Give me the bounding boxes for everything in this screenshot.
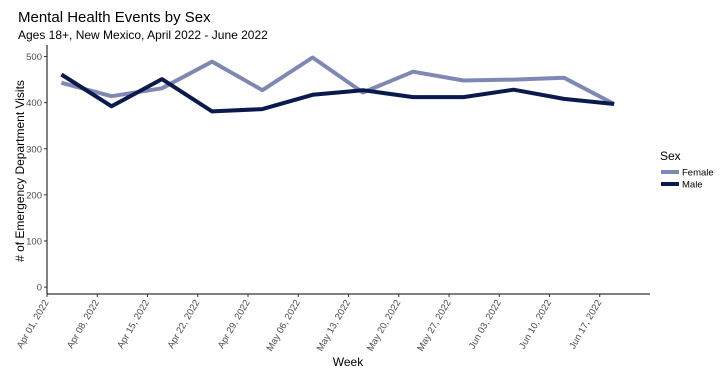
chart-subtitle: Ages 18+, New Mexico, April 2022 - June …	[18, 28, 268, 42]
x-tick-label: Jun 17, 2022	[567, 298, 604, 351]
series-line-female	[60, 55, 616, 106]
y-tick-label: 300	[26, 144, 42, 155]
x-tick-label: Jun 03, 2022	[467, 298, 504, 351]
x-tick-label: Jun 10, 2022	[517, 298, 554, 351]
x-tick-label: May 20, 2022	[365, 298, 403, 353]
y-tick-label: 500	[26, 52, 42, 63]
x-tick-label: May 06, 2022	[265, 298, 303, 353]
series-line-male	[60, 72, 615, 114]
y-tick-label: 0	[37, 283, 42, 294]
x-tick-label: May 13, 2022	[315, 298, 353, 353]
x-tick-label: Apr 15, 2022	[115, 298, 152, 351]
y-axis-title: # of Emergency Department Visits	[13, 80, 27, 262]
x-tick-label: Apr 01, 2022	[15, 298, 52, 351]
plot-area: 0 100 200 300 400 500 Apr 01, 2022 Apr 08, 2022…	[15, 45, 650, 353]
legend-label-female: Female	[682, 168, 714, 179]
y-tick-label: 400	[26, 98, 42, 109]
x-tick-label: May 27, 2022	[415, 298, 453, 353]
x-tick-label: Apr 29, 2022	[216, 298, 253, 351]
y-tick-label: 100	[26, 236, 42, 247]
legend-title: Sex	[660, 149, 681, 163]
x-tick-label: Apr 08, 2022	[65, 298, 102, 351]
legend-label-male: Male	[682, 180, 703, 191]
y-tick-label: 200	[26, 190, 42, 201]
x-tick-label: Apr 22, 2022	[166, 298, 203, 351]
x-axis-title: Week	[333, 355, 364, 368]
chart-title: Mental Health Events by Sex	[18, 9, 211, 26]
